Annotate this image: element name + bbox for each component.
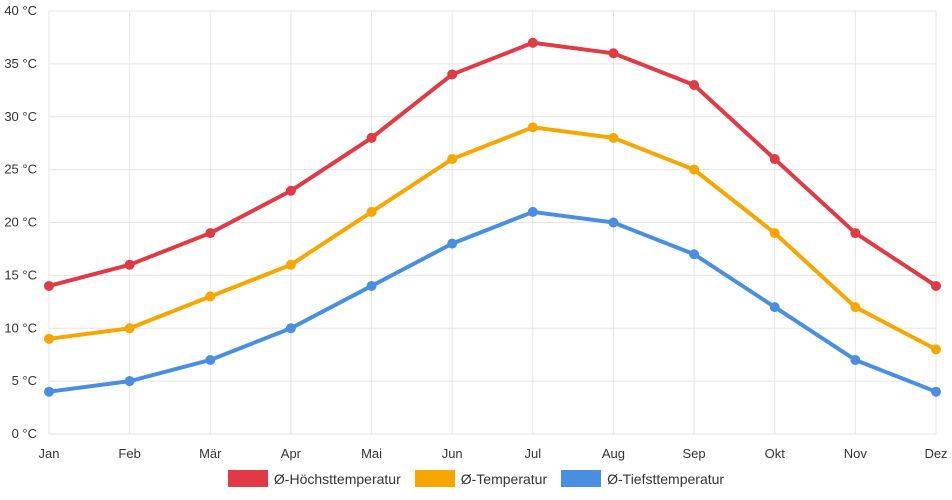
data-point[interactable] <box>44 280 54 291</box>
data-point[interactable] <box>850 354 861 365</box>
data-point[interactable] <box>124 376 135 387</box>
data-point[interactable] <box>527 37 538 48</box>
y-tick-label: 40 °C <box>4 3 37 18</box>
x-tick-label: Aug <box>602 446 625 461</box>
legend-swatch <box>227 470 268 487</box>
series-2 <box>44 206 941 397</box>
x-tick-label: Jun <box>442 446 463 461</box>
temperature-chart: 0 °C 5 °C 10 °C 15 °C 20 °C 25 °C 30 °C 35 °C 40… <box>4 3 948 461</box>
data-point[interactable] <box>689 80 700 91</box>
series-1 <box>44 122 941 355</box>
series-line <box>48 209 937 394</box>
y-tick-label: 30 °C <box>4 109 37 124</box>
legend-swatch <box>561 470 602 487</box>
data-point[interactable] <box>769 302 780 313</box>
series-line <box>48 125 937 352</box>
chart-legend: Ø-Höchsttemperatur Ø-Temperatur Ø-Tiefstte… <box>0 470 952 487</box>
data-point[interactable] <box>608 48 619 59</box>
data-point[interactable] <box>44 386 54 397</box>
y-tick-label: 15 °C <box>4 267 37 282</box>
y-tick-label: 35 °C <box>4 56 37 71</box>
y-axis-ticks: 0 °C 5 °C 10 °C 15 °C 20 °C 25 °C 30 °C 35 °C 40… <box>4 3 37 441</box>
data-point[interactable] <box>931 280 941 291</box>
data-point[interactable] <box>124 259 135 270</box>
x-tick-label: Nov <box>844 446 868 461</box>
x-tick-label: Okt <box>765 446 786 461</box>
data-point[interactable] <box>527 206 538 217</box>
series-0 <box>44 37 941 291</box>
data-point[interactable] <box>689 249 700 260</box>
data-point[interactable] <box>608 217 619 228</box>
data-point[interactable] <box>124 323 135 334</box>
data-point[interactable] <box>931 386 941 397</box>
data-point[interactable] <box>285 259 296 270</box>
x-tick-label: Feb <box>118 446 140 461</box>
grid-lines <box>48 10 937 435</box>
data-point[interactable] <box>285 323 296 334</box>
data-point[interactable] <box>205 354 216 365</box>
legend-label: Ø-Höchsttemperatur <box>273 470 401 487</box>
data-point[interactable] <box>205 291 216 302</box>
x-axis-ticks: Jan Feb Mär Apr Mai Jun Jul Aug Sep Okt Nov Dez <box>39 446 948 461</box>
legend-item[interactable]: Ø-Tiefsttemperatur <box>561 470 724 487</box>
legend-swatch <box>414 470 455 487</box>
series-lines <box>44 37 941 397</box>
data-point[interactable] <box>931 344 941 355</box>
x-tick-label: Jan <box>39 446 60 461</box>
data-point[interactable] <box>447 69 458 80</box>
data-point[interactable] <box>366 280 377 291</box>
x-tick-label: Mär <box>199 446 222 461</box>
data-point[interactable] <box>447 154 458 165</box>
legend-item[interactable]: Ø-Höchsttemperatur <box>227 470 401 487</box>
y-tick-label: 10 °C <box>4 320 37 335</box>
data-point[interactable] <box>44 333 54 344</box>
data-point[interactable] <box>447 238 458 249</box>
x-tick-label: Mai <box>361 446 382 461</box>
data-point[interactable] <box>285 185 296 196</box>
series-line <box>48 40 938 288</box>
x-tick-label: Sep <box>683 446 706 461</box>
data-point[interactable] <box>769 228 780 239</box>
data-point[interactable] <box>608 132 619 143</box>
legend-label: Ø-Temperatur <box>460 470 548 487</box>
data-point[interactable] <box>850 228 861 239</box>
y-tick-label: 5 °C <box>12 373 37 388</box>
data-point[interactable] <box>205 228 216 239</box>
y-tick-label: 25 °C <box>4 162 37 177</box>
y-tick-label: 20 °C <box>4 215 37 230</box>
legend-label: Ø-Tiefsttemperatur <box>607 470 725 487</box>
data-point[interactable] <box>366 132 377 143</box>
x-tick-label: Apr <box>281 446 302 461</box>
data-point[interactable] <box>527 122 538 133</box>
data-point[interactable] <box>769 154 780 165</box>
data-point[interactable] <box>689 164 700 175</box>
legend-item[interactable]: Ø-Temperatur <box>414 470 548 487</box>
x-tick-label: Jul <box>525 446 542 461</box>
data-point[interactable] <box>366 206 377 217</box>
x-tick-label: Dez <box>924 446 947 461</box>
data-point[interactable] <box>850 302 861 313</box>
y-tick-label: 0 °C <box>12 426 37 441</box>
